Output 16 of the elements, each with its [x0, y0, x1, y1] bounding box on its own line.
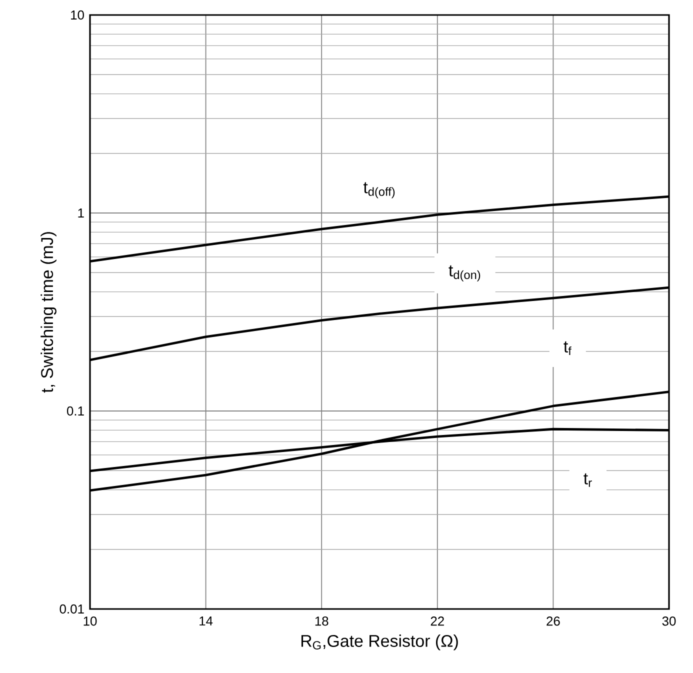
y-tick-label: 10 [71, 10, 84, 20]
y-tick-label: 0.01 [60, 604, 84, 614]
x-tick-label: 18 [315, 616, 328, 626]
series-label: t$_{d(off)}$ [363, 182, 395, 198]
y-tick-label: 0.1 [66, 406, 84, 416]
x-axis-title: R$_{G}$,Gate Resistor (Ω) [301, 634, 458, 650]
x-tick-label: 26 [546, 616, 560, 626]
x-tick-label: 14 [200, 616, 213, 626]
text: t$_{f}$ [564, 341, 572, 356]
x-tick-label: 30 [662, 616, 676, 626]
text: t$_{r}$ [584, 473, 592, 487]
x-tick-label: 22 [430, 616, 444, 626]
y-tick-label: 1 [78, 208, 84, 218]
y-axis-title: t, Switching time (mJ) [40, 232, 56, 393]
series-label: t$_{d(on)}$ [448, 265, 480, 282]
x-tick-label: 10 [84, 616, 97, 626]
